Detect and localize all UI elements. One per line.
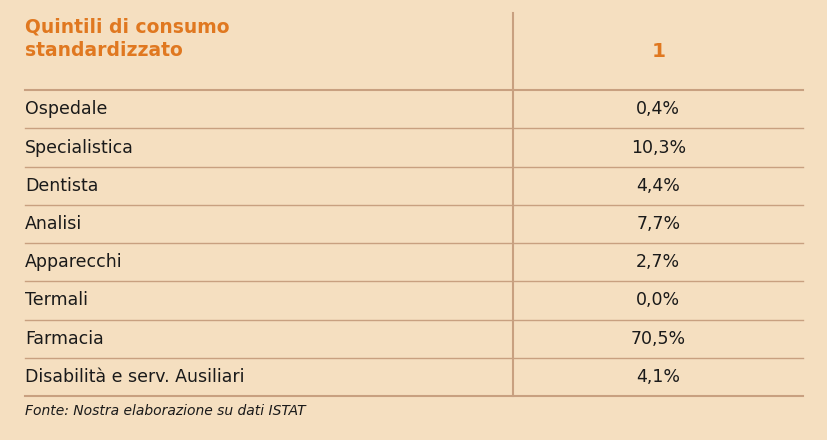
Text: 0,0%: 0,0% — [635, 291, 680, 309]
Text: Termali: Termali — [25, 291, 88, 309]
Text: Dentista: Dentista — [25, 177, 98, 195]
Text: Specialistica: Specialistica — [25, 139, 133, 157]
Text: 1: 1 — [651, 42, 664, 61]
Text: Farmacia: Farmacia — [25, 330, 103, 348]
Text: 0,4%: 0,4% — [635, 100, 680, 118]
Text: 4,1%: 4,1% — [635, 368, 680, 386]
Text: 2,7%: 2,7% — [635, 253, 680, 271]
Text: 70,5%: 70,5% — [630, 330, 685, 348]
Text: 7,7%: 7,7% — [635, 215, 680, 233]
Text: Ospedale: Ospedale — [25, 100, 107, 118]
Text: 10,3%: 10,3% — [630, 139, 685, 157]
Text: Disabilità e serv. Ausiliari: Disabilità e serv. Ausiliari — [25, 368, 244, 386]
Text: 4,4%: 4,4% — [636, 177, 679, 195]
Text: Apparecchi: Apparecchi — [25, 253, 122, 271]
Text: Analisi: Analisi — [25, 215, 82, 233]
Text: Quintili di consumo
standardizzato: Quintili di consumo standardizzato — [25, 18, 229, 60]
Text: Fonte: Nostra elaborazione su dati ISTAT: Fonte: Nostra elaborazione su dati ISTAT — [25, 404, 305, 418]
